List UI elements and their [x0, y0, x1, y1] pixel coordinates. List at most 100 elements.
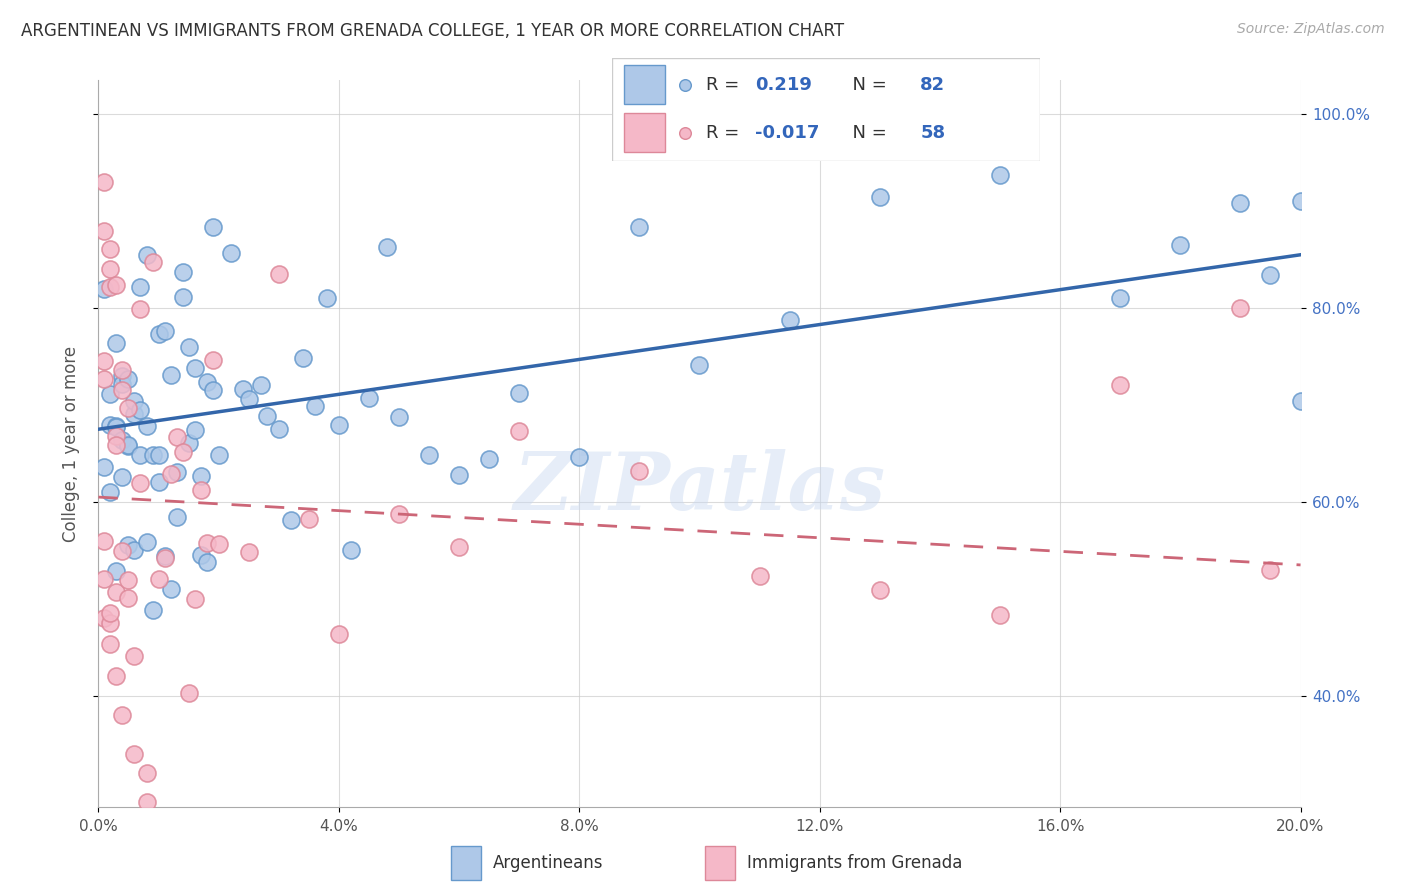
Point [689, 359, 711, 373]
Point [1109, 377, 1132, 392]
Point [208, 537, 231, 551]
Point [1260, 564, 1282, 578]
Point [93, 533, 115, 548]
Point [111, 708, 134, 723]
Point [148, 475, 170, 489]
Point [124, 649, 146, 664]
Point [117, 574, 139, 588]
Point [195, 375, 218, 389]
Point [129, 280, 152, 294]
Point [1229, 301, 1251, 315]
Point [172, 444, 194, 458]
Point [375, 240, 398, 254]
Point [280, 512, 302, 526]
Point [748, 569, 770, 583]
Point [166, 430, 188, 444]
Point [418, 448, 440, 462]
Point [141, 448, 163, 462]
Point [183, 361, 205, 376]
Point [93, 175, 115, 189]
Point [105, 335, 128, 350]
Point [232, 382, 254, 396]
Point [195, 555, 218, 569]
Point [219, 245, 242, 260]
Point [1109, 292, 1132, 306]
Point [249, 377, 271, 392]
Point [568, 450, 591, 464]
Point [447, 468, 470, 483]
Point [117, 591, 139, 605]
Point [238, 545, 260, 559]
Point [183, 591, 205, 606]
Point [129, 301, 152, 316]
Point [135, 419, 157, 434]
Point [111, 377, 134, 392]
Point [100, 485, 122, 500]
Point [141, 603, 163, 617]
Point [135, 534, 157, 549]
Point [172, 289, 194, 303]
Point [291, 351, 314, 366]
Point [105, 419, 128, 434]
Point [195, 536, 218, 550]
Point [166, 466, 188, 480]
Text: N =: N = [841, 76, 893, 94]
Point [201, 384, 224, 398]
Point [93, 282, 115, 296]
Text: Source: ZipAtlas.com: Source: ZipAtlas.com [1237, 22, 1385, 37]
Point [298, 512, 321, 526]
Point [93, 459, 115, 474]
Point [117, 372, 139, 386]
Point [267, 421, 290, 435]
Point [111, 433, 134, 447]
Point [1170, 237, 1192, 252]
Point [190, 469, 212, 483]
Text: Argentineans: Argentineans [492, 854, 603, 872]
Point [148, 326, 170, 341]
Point [124, 394, 146, 409]
Point [779, 313, 801, 327]
Point [117, 439, 139, 453]
Point [105, 564, 128, 578]
Point [315, 291, 337, 305]
Point [208, 448, 231, 462]
Point [256, 409, 278, 423]
Text: ZIPatlas: ZIPatlas [513, 449, 886, 526]
Text: R =: R = [706, 124, 745, 142]
Point [100, 280, 122, 294]
Point [93, 573, 115, 587]
Text: ARGENTINEAN VS IMMIGRANTS FROM GRENADA COLLEGE, 1 YEAR OR MORE CORRELATION CHART: ARGENTINEAN VS IMMIGRANTS FROM GRENADA C… [21, 22, 844, 40]
Text: 82: 82 [921, 76, 945, 94]
Point [129, 448, 152, 462]
Text: -0.017: -0.017 [755, 124, 820, 142]
Point [148, 448, 170, 462]
Point [153, 549, 176, 563]
Point [988, 607, 1011, 622]
Point [129, 403, 152, 417]
Point [166, 510, 188, 524]
Point [190, 548, 212, 562]
Point [153, 324, 176, 338]
Point [869, 582, 891, 597]
Point [105, 278, 128, 293]
Point [135, 248, 157, 262]
Point [388, 410, 411, 425]
Point [124, 747, 146, 761]
Point [111, 470, 134, 484]
Point [93, 372, 115, 386]
Point [1260, 268, 1282, 282]
Point [148, 572, 170, 586]
Text: 58: 58 [921, 124, 945, 142]
Point [100, 242, 122, 256]
Point [100, 636, 122, 650]
Bar [624, 113, 665, 153]
Point [105, 669, 128, 683]
Point [238, 392, 260, 406]
Point [124, 542, 146, 557]
Point [177, 686, 200, 700]
Point [357, 391, 380, 405]
Point [129, 475, 152, 490]
Bar [624, 65, 665, 104]
Y-axis label: College, 1 year or more: College, 1 year or more [62, 346, 80, 541]
Point [100, 615, 122, 630]
